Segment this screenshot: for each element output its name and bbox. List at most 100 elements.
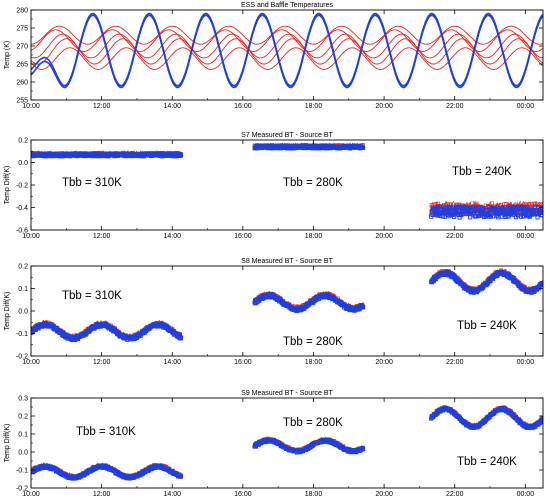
segment-label: Tbb = 280K	[283, 177, 343, 189]
series-line-3	[31, 38, 543, 65]
data-point	[468, 215, 473, 220]
data-segment-3	[429, 268, 543, 295]
data-point	[500, 205, 505, 211]
y-tick-label: -0.6	[16, 228, 28, 235]
x-tick-label: 00:00	[517, 233, 535, 240]
segment-label: Tbb = 310K	[62, 290, 122, 302]
x-tick-label: 22:00	[446, 103, 464, 110]
x-tick-label: 10:00	[22, 103, 40, 110]
series-line-4	[31, 47, 543, 70]
y-tick-label: 0.2	[18, 264, 28, 271]
segment-label: Tbb = 240K	[457, 320, 517, 332]
plot-area	[31, 12, 543, 89]
data-point	[510, 204, 515, 209]
data-point	[178, 335, 184, 340]
data-point	[490, 214, 496, 219]
chart-panel-1: ESS and Baffle Temperatures Temp (K) 255 26…	[4, 2, 544, 110]
data-point	[443, 200, 449, 206]
x-tick-label: 00:00	[517, 359, 535, 366]
data-point	[474, 201, 479, 206]
y-tick-label: 255	[16, 98, 28, 105]
data-point	[361, 145, 366, 150]
x-tick-label: 16:00	[234, 233, 252, 240]
x-tick-label: 12:00	[93, 233, 111, 240]
data-point	[178, 153, 184, 158]
data-segment-3	[428, 200, 543, 220]
y-tick-label: 0.1	[18, 286, 28, 293]
x-tick-label: 20:00	[375, 103, 393, 110]
y-tick-label: 275	[16, 26, 28, 33]
data-point	[540, 213, 543, 218]
segment-label: Tbb = 310K	[62, 177, 122, 189]
chart-panel-2: S7 Measured BT - Source BT Temp Diff(K) -0…	[4, 132, 544, 240]
y-tick-label: -0.4	[16, 205, 28, 212]
data-point	[496, 215, 501, 220]
data-point	[481, 206, 486, 211]
y-tick-label: 280	[16, 8, 28, 15]
data-point	[526, 208, 531, 213]
data-segment-2	[252, 436, 366, 455]
x-tick-label: 22:00	[446, 233, 464, 240]
plot-area	[31, 268, 543, 343]
x-tick-label: 18:00	[305, 359, 323, 366]
x-tick-label: 10:00	[22, 233, 40, 240]
data-segment-2	[252, 142, 366, 151]
y-tick-label: -0.1	[16, 331, 28, 338]
data-point	[535, 215, 540, 220]
data-point	[438, 204, 443, 209]
data-segment-1	[31, 462, 184, 481]
x-tick-label: 18:00	[305, 103, 323, 110]
x-tick-label: 20:00	[375, 359, 393, 366]
x-tick-label: 12:00	[93, 359, 111, 366]
data-point	[361, 305, 366, 310]
x-tick-label: 18:00	[305, 233, 323, 240]
x-tick-label: 14:00	[163, 103, 181, 110]
data-segment-1	[31, 319, 184, 343]
y-tick-label: 265	[16, 62, 28, 69]
data-segment-2	[252, 290, 366, 313]
series-line-2	[31, 33, 543, 59]
series-line-6	[31, 12, 543, 87]
data-point	[488, 214, 493, 219]
series-line-1	[31, 29, 543, 52]
plot-frame	[30, 9, 544, 101]
chart-title: S7 Measured BT - Source BT	[241, 132, 333, 139]
chart-title: ESS and Baffle Temperatures	[241, 2, 333, 9]
y-tick-label: 260	[16, 80, 28, 87]
y-tick-label: -0.2	[16, 183, 28, 190]
plot-area	[31, 404, 543, 481]
chart-title: S8 Measured BT - Source BT	[241, 258, 333, 265]
series-line-5	[31, 25, 543, 45]
series-line-7	[31, 14, 543, 89]
y-tick-label: -0.2	[16, 354, 28, 361]
plot-frame	[30, 139, 544, 231]
y-tick-label: 0.0	[18, 309, 28, 316]
y-axis-label: Temp (K)	[4, 41, 11, 69]
x-tick-label: 14:00	[163, 359, 181, 366]
x-tick-label: 14:00	[163, 233, 181, 240]
x-tick-label: 10:00	[22, 359, 40, 366]
data-point	[527, 201, 532, 206]
plot-area	[31, 142, 543, 220]
segment-label: Tbb = 280K	[283, 336, 343, 348]
plot-frame	[30, 265, 544, 357]
x-tick-label: 22:00	[446, 359, 464, 366]
x-tick-label: 12:00	[93, 103, 111, 110]
x-tick-label: 20:00	[375, 233, 393, 240]
y-tick-label: 0.2	[18, 138, 28, 145]
data-segment-1	[31, 150, 184, 159]
x-tick-label: 16:00	[234, 359, 252, 366]
y-tick-label: 0.0	[18, 160, 28, 167]
data-point	[489, 201, 494, 206]
data-segment-3	[428, 404, 543, 431]
data-point	[452, 208, 457, 214]
segment-label: Tbb = 240K	[452, 166, 512, 178]
data-point	[361, 447, 366, 452]
y-axis-label: Temp Diff(K)	[4, 166, 11, 205]
data-point	[503, 205, 508, 210]
x-tick-label: 16:00	[234, 103, 252, 110]
y-tick-label: 270	[16, 44, 28, 51]
